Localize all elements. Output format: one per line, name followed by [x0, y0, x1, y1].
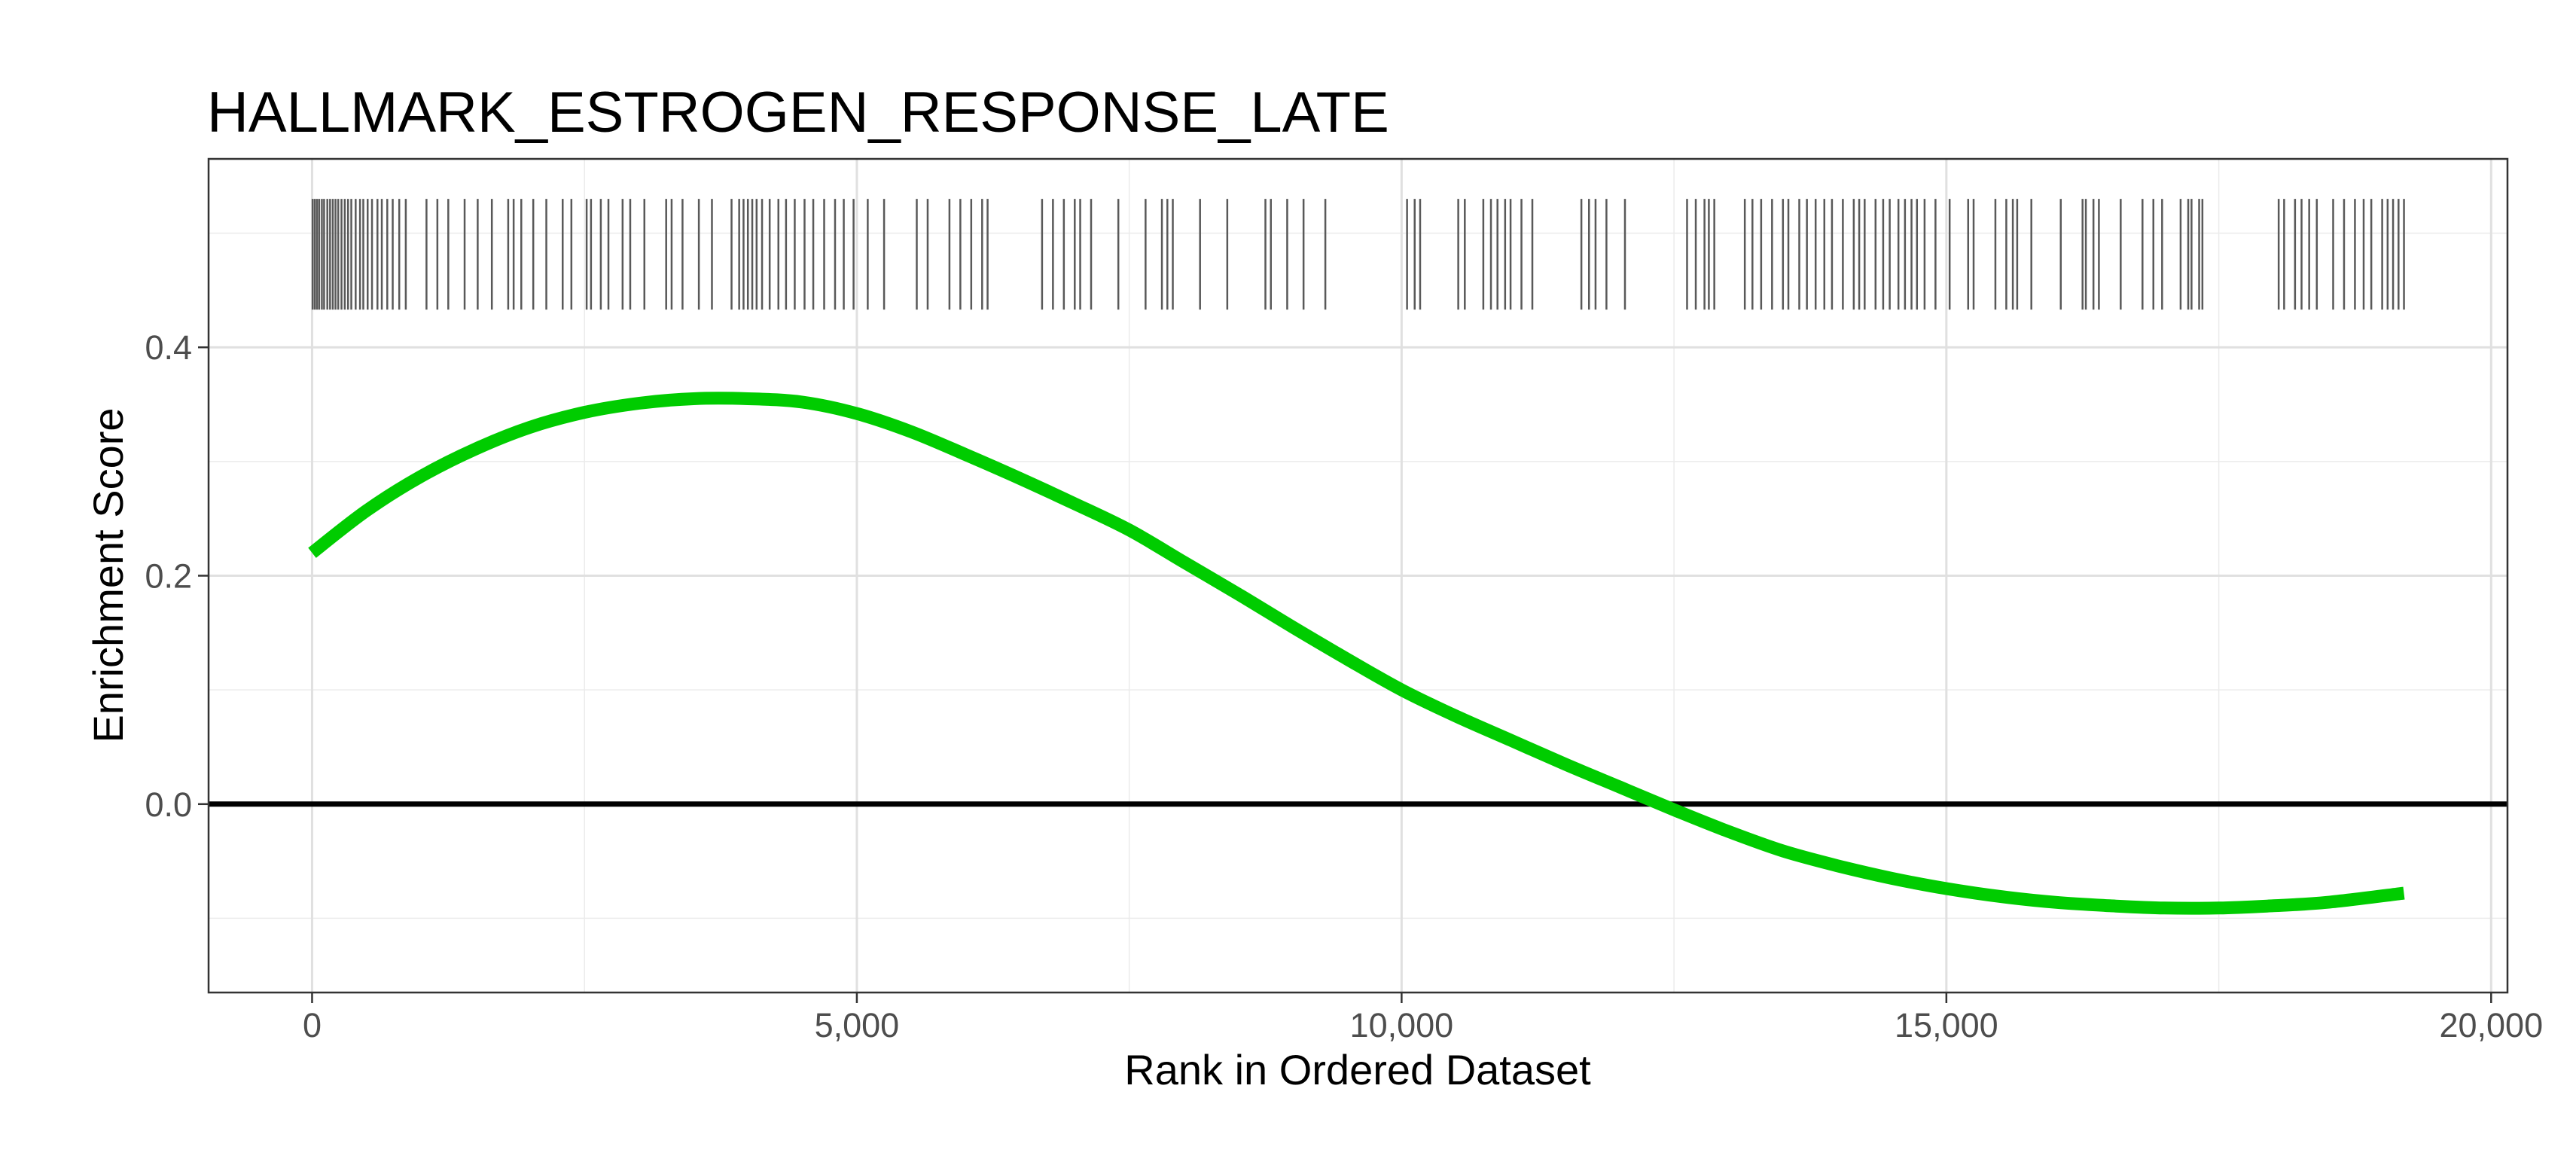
- x-tick-label: 10,000: [1350, 1006, 1454, 1044]
- gene-hit-rug: [311, 199, 2405, 310]
- x-axis: 0 5,000 10,000 15,000 20,000: [303, 993, 2543, 1044]
- x-axis-label: Rank in Ordered Dataset: [1124, 1046, 1591, 1093]
- y-tick-label: 0.0: [145, 785, 192, 824]
- y-axis: 0.0 0.2 0.4: [145, 328, 209, 824]
- x-tick-label: 15,000: [1895, 1006, 1998, 1044]
- y-axis-label: Enrichment Score: [84, 407, 132, 743]
- x-tick-label: 0: [303, 1006, 322, 1044]
- y-tick-label: 0.2: [145, 557, 192, 596]
- chart-title: HALLMARK_ESTROGEN_RESPONSE_LATE: [207, 81, 1389, 145]
- x-tick-label: 20,000: [2439, 1006, 2543, 1044]
- enrichment-score-curve: [308, 392, 2405, 915]
- x-tick-label: 5,000: [815, 1006, 900, 1044]
- y-tick-label: 0.4: [145, 328, 192, 367]
